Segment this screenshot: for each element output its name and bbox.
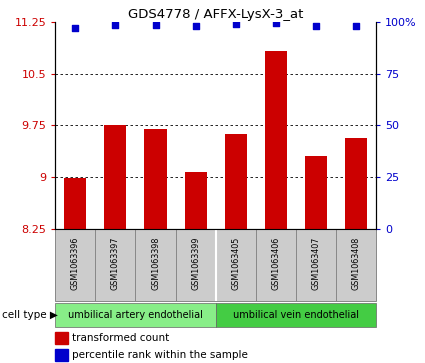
Bar <box>216 303 376 327</box>
Bar <box>55 332 68 344</box>
Text: cell type ▶: cell type ▶ <box>2 310 58 320</box>
Text: GSM1063399: GSM1063399 <box>191 237 200 290</box>
Bar <box>184 172 207 229</box>
Bar <box>176 229 215 301</box>
Bar <box>265 52 287 229</box>
Bar <box>336 229 376 301</box>
Bar <box>225 134 247 229</box>
Point <box>312 23 319 28</box>
Point <box>152 22 159 28</box>
Text: GSM1063406: GSM1063406 <box>271 237 280 290</box>
Bar <box>105 125 127 229</box>
Text: GSM1063408: GSM1063408 <box>351 237 360 290</box>
Text: GSM1063397: GSM1063397 <box>111 237 120 290</box>
Bar <box>215 229 256 301</box>
Bar <box>55 229 95 301</box>
Text: GSM1063396: GSM1063396 <box>71 237 80 290</box>
Text: transformed count: transformed count <box>72 333 170 343</box>
Point <box>232 21 239 27</box>
Point <box>192 23 199 29</box>
Bar <box>305 156 327 229</box>
Text: GSM1063398: GSM1063398 <box>151 237 160 290</box>
Bar <box>345 138 367 229</box>
Bar <box>55 303 216 327</box>
Point <box>112 22 119 28</box>
Bar <box>136 229 176 301</box>
Title: GDS4778 / AFFX-LysX-3_at: GDS4778 / AFFX-LysX-3_at <box>128 8 303 21</box>
Point <box>72 25 79 31</box>
Point <box>353 23 360 28</box>
Bar <box>55 349 68 361</box>
Text: umbilical vein endothelial: umbilical vein endothelial <box>233 310 359 320</box>
Bar <box>144 129 167 229</box>
Bar <box>296 229 336 301</box>
Text: umbilical artery endothelial: umbilical artery endothelial <box>68 310 203 320</box>
Bar <box>256 229 296 301</box>
Text: GSM1063405: GSM1063405 <box>231 237 240 290</box>
Bar <box>64 178 86 229</box>
Bar <box>95 229 136 301</box>
Point <box>272 20 279 26</box>
Text: GSM1063407: GSM1063407 <box>312 237 320 290</box>
Text: percentile rank within the sample: percentile rank within the sample <box>72 350 248 360</box>
